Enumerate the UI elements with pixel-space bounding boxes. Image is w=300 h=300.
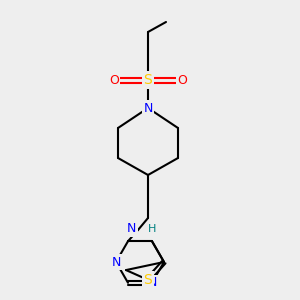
Text: O: O [177, 74, 187, 86]
Text: S: S [144, 273, 152, 287]
Text: N: N [147, 276, 157, 289]
Text: N: N [143, 101, 153, 115]
Text: N: N [111, 256, 121, 268]
Text: H: H [148, 224, 156, 234]
Text: S: S [144, 73, 152, 87]
Text: N: N [127, 223, 136, 236]
Text: O: O [109, 74, 119, 86]
